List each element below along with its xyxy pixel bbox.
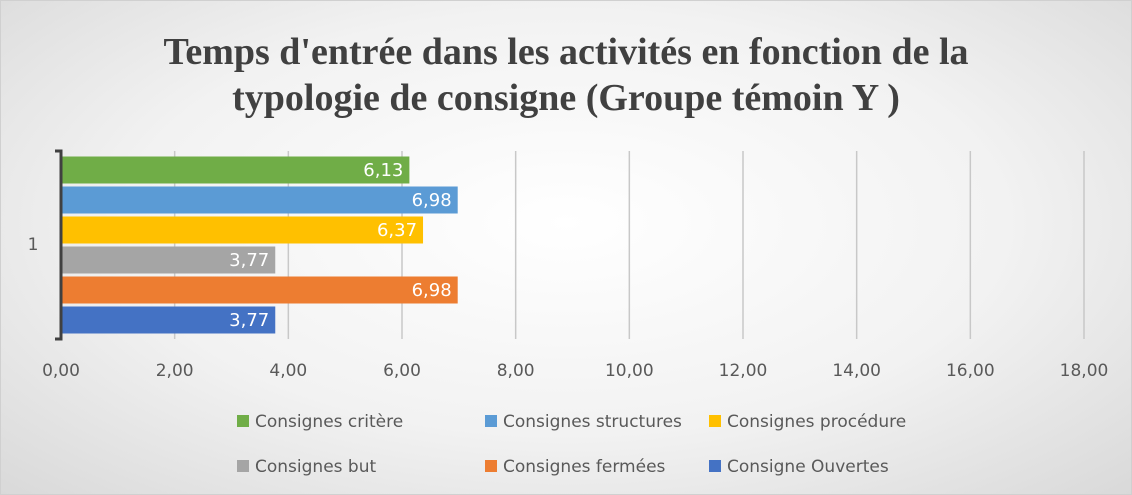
data-label: 6,37 [377,220,417,241]
x-tick-label: 6,00 [383,361,421,381]
x-tick-label: 8,00 [497,361,535,381]
data-label: 6,98 [412,190,452,211]
legend-swatch [237,460,249,472]
legend-label: Consigne Ouvertes [727,457,889,477]
data-label: 6,13 [363,160,403,181]
x-tick-label: 0,00 [42,361,80,381]
x-tick-label: 2,00 [156,361,194,381]
legend-label: Consignes fermées [503,457,666,477]
legend-swatch [237,415,249,427]
data-label: 3,77 [229,310,269,331]
legend-label: Consignes procédure [727,412,906,432]
x-tick-label: 12,00 [719,361,768,381]
legend-swatch [709,415,721,427]
data-label: 6,98 [412,280,452,301]
chart-title: Temps d'entrée dans les activités en fon… [163,31,969,119]
y-tick-label: 1 [28,235,39,255]
bar [61,216,424,244]
x-tick-label: 14,00 [832,361,881,381]
y-axis [55,149,63,341]
bar [61,306,276,334]
x-tick-label: 4,00 [269,361,307,381]
x-tick-label: 10,00 [605,361,654,381]
bar [61,156,410,184]
bar [61,186,458,214]
legend-label: Consignes but [255,457,376,477]
bar [61,246,276,274]
legend-label: Consignes critère [255,412,403,432]
x-tick-label: 16,00 [946,361,995,381]
legend-swatch [485,460,497,472]
x-tick-label: 18,00 [1060,361,1109,381]
legend-label: Consignes structures [503,412,682,432]
data-label: 3,77 [229,250,269,271]
legend-swatch [709,460,721,472]
bar [61,276,458,304]
legend-swatch [485,415,497,427]
